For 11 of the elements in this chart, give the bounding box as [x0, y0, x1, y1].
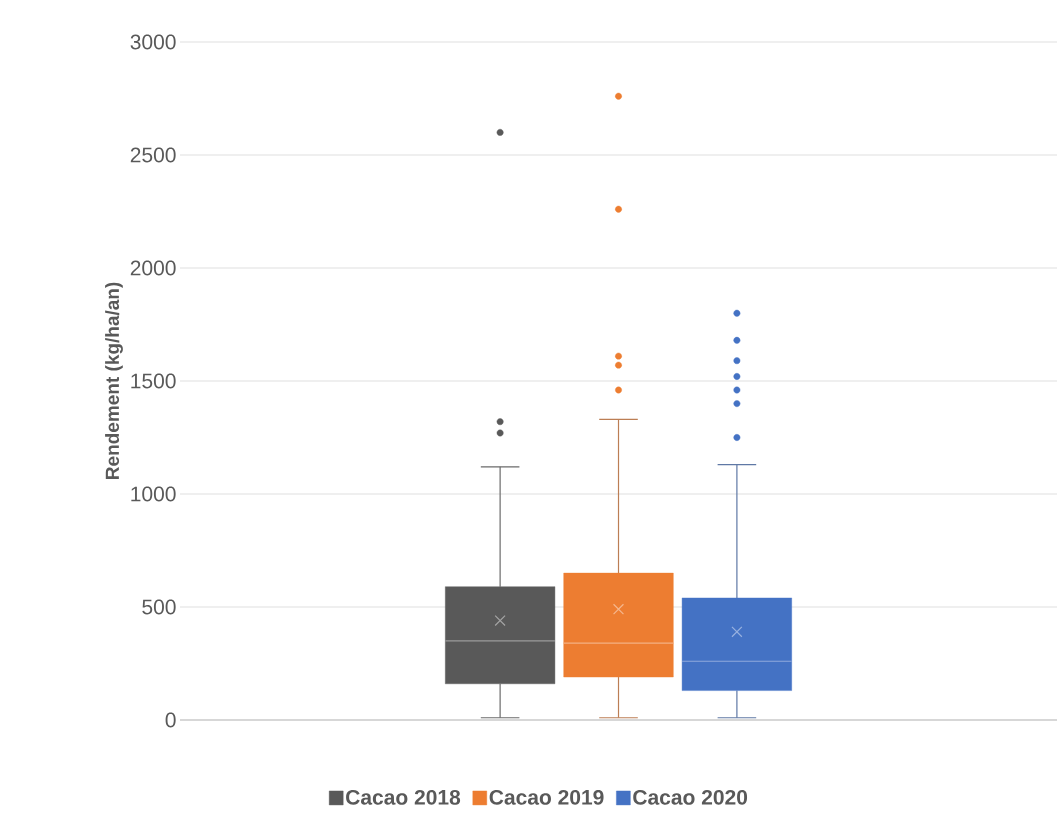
y-tick-label: 2000 [130, 260, 176, 276]
y-tick-label: 1000 [131, 486, 176, 502]
y-tick-label: 0 [165, 712, 176, 728]
y-tick-label: 1500 [131, 373, 176, 389]
legend-label: Cacao 2019 [489, 789, 604, 805]
y-axis-title: Rendement (kg/ha/an) [105, 282, 123, 479]
legend-label: Cacao 2018 [346, 789, 461, 805]
y-tick-label: 500 [142, 599, 176, 615]
y-tick-label: 2500 [130, 147, 176, 163]
legend-label: Cacao 2020 [633, 789, 748, 805]
y-tick-label: 3000 [130, 34, 176, 50]
